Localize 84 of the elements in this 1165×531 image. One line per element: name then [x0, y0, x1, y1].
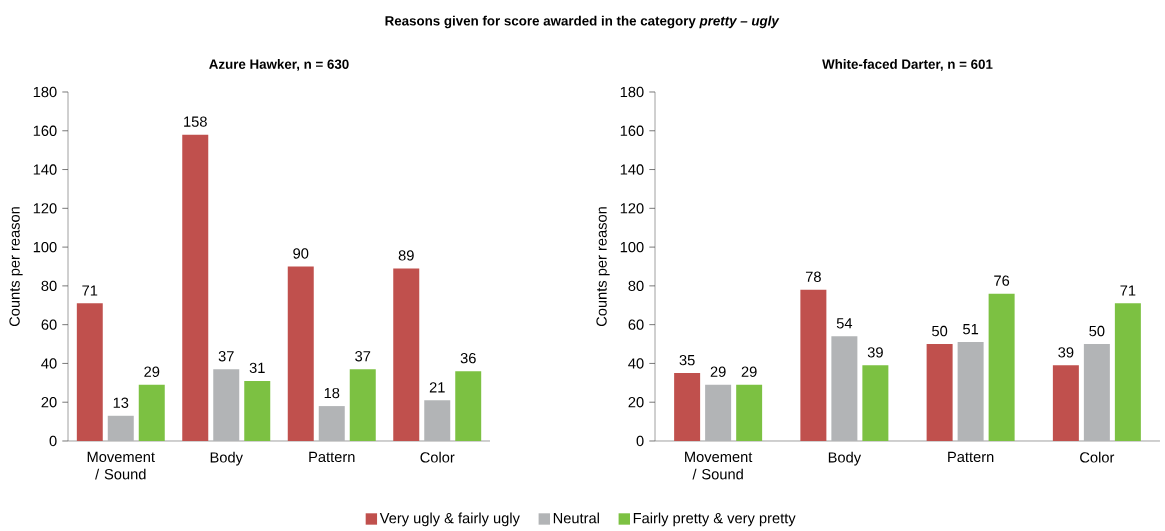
bar [318, 406, 345, 441]
data-label: 37 [218, 351, 234, 362]
data-label: 50 [1089, 325, 1105, 337]
x-tick-label: Color [420, 451, 455, 463]
data-label: 36 [460, 353, 476, 364]
data-label: 50 [932, 325, 948, 337]
legend-label: Neutral [553, 512, 599, 524]
y-tick-label: 160 [33, 125, 57, 136]
data-label: 158 [184, 116, 207, 127]
y-tick-label: 20 [41, 397, 57, 408]
legend-label: Fairly pretty & very pretty [633, 512, 796, 527]
data-label: 51 [963, 324, 979, 335]
bar [213, 369, 240, 441]
bar [76, 303, 103, 441]
x-tick-label: Body [210, 451, 243, 466]
x-tick-label: Body [828, 451, 862, 466]
x-tick-label: Pattern [309, 451, 355, 463]
data-label: 13 [113, 397, 129, 408]
legend-label: Very ugly & fairly ugly [379, 512, 520, 527]
data-label: 35 [679, 354, 695, 366]
bar [1114, 303, 1141, 441]
data-label: 37 [355, 351, 371, 362]
bar [424, 400, 451, 441]
data-label: 29 [741, 366, 757, 377]
y-tick-label: 80 [628, 280, 644, 292]
bar [393, 268, 420, 441]
text: Reasons given for score awarded in the category pretty – ugly [385, 15, 780, 29]
y-tick-label: 120 [620, 203, 644, 214]
y-tick-label: 60 [628, 319, 644, 330]
data-label: 71 [82, 285, 98, 296]
bar [705, 384, 732, 441]
y-tick-label: 40 [628, 358, 644, 369]
bar [736, 384, 763, 441]
x-tick-label: Color [1080, 451, 1115, 463]
bar [287, 266, 314, 441]
y-tick-label: 140 [33, 164, 57, 175]
bar [107, 415, 134, 441]
y-tick-label: 0 [636, 435, 644, 447]
bar [831, 336, 858, 441]
bar [926, 344, 953, 441]
y-tick-label: 100 [33, 241, 57, 253]
bar [674, 373, 701, 441]
data-label: 76 [994, 275, 1010, 286]
bar [1052, 365, 1079, 441]
bar [244, 380, 271, 441]
data-label: 31 [249, 362, 265, 374]
data-label: 29 [710, 366, 726, 377]
bar [862, 365, 889, 441]
data-label: 54 [836, 318, 853, 329]
data-label: 29 [144, 366, 160, 377]
bar [957, 342, 984, 441]
y-tick-label: 180 [620, 86, 644, 98]
data-label: 18 [324, 387, 340, 399]
y-tick-label: 100 [620, 241, 644, 253]
y-tick-label: 0 [49, 435, 57, 447]
y-tick-label: 60 [41, 319, 57, 330]
data-label: 89 [398, 250, 414, 261]
bar [455, 371, 482, 441]
x-tick-label: Movement / Sound [87, 451, 155, 480]
bar [988, 293, 1015, 441]
y-axis-title: Counts per reason [9, 207, 23, 327]
y-tick-label: 120 [33, 203, 57, 214]
bar [1083, 344, 1110, 441]
chart-title: Azure Hawker, n = 630 [209, 59, 349, 71]
y-tick-label: 40 [41, 358, 57, 369]
y-tick-label: 160 [620, 125, 644, 136]
y-tick-label: 20 [628, 397, 644, 408]
bar [800, 289, 827, 441]
y-tick-label: 80 [41, 280, 57, 292]
x-tick-label: Pattern [948, 451, 994, 463]
bar [182, 134, 209, 441]
data-label: 21 [429, 382, 445, 393]
y-axis-title: Counts per reason [596, 207, 610, 327]
data-label: 39 [867, 347, 883, 358]
data-label: 71 [1120, 285, 1136, 296]
chart-title: White-faced Darter, n = 601 [822, 59, 993, 71]
data-label: 39 [1058, 347, 1074, 358]
x-tick-label: Movement / Sound [685, 451, 753, 480]
data-label: 90 [293, 248, 309, 259]
y-tick-label: 140 [620, 164, 644, 175]
bar [349, 369, 376, 441]
bar [138, 384, 165, 441]
data-label: 78 [805, 271, 821, 282]
y-tick-label: 180 [33, 86, 57, 98]
